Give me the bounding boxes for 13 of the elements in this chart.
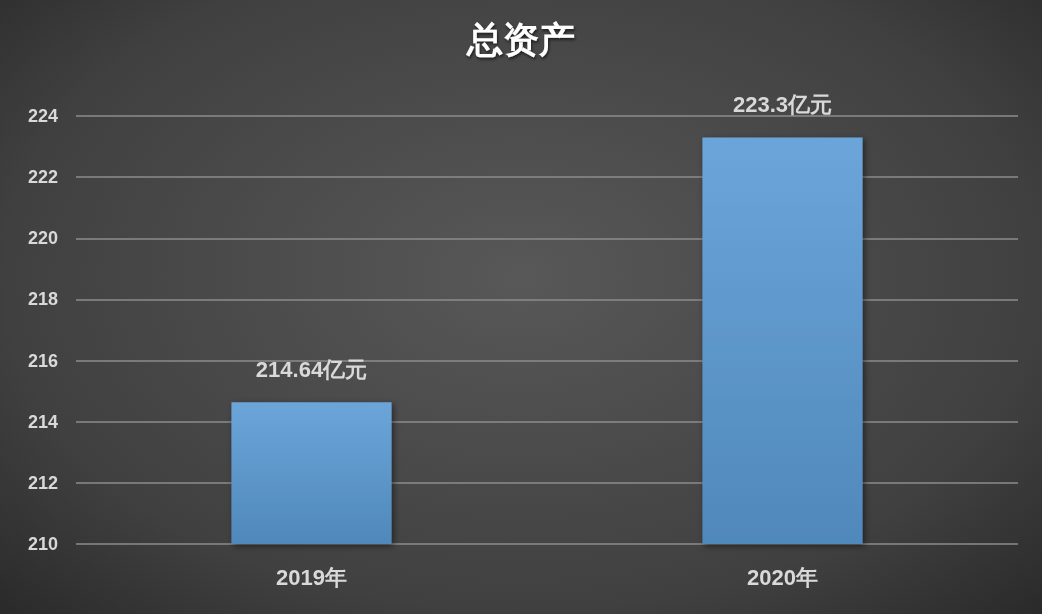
- y-tick-label: 224: [27, 106, 58, 126]
- chart-title: 总资产: [465, 18, 575, 60]
- y-tick-label: 210: [27, 534, 58, 554]
- y-tick-label: 220: [27, 228, 58, 249]
- y-tick-label: 214: [27, 411, 58, 432]
- y-tick-label: 222: [27, 167, 58, 188]
- y-tick-label: 212: [27, 472, 58, 493]
- x-tick-label: 2019年: [276, 564, 347, 590]
- data-label: 214.64亿元: [255, 356, 368, 382]
- data-label: 223.3亿元: [732, 91, 833, 117]
- y-tick-label: 218: [27, 289, 58, 310]
- y-tick-label: 216: [27, 350, 58, 371]
- x-tick-label: 2020年: [747, 564, 818, 590]
